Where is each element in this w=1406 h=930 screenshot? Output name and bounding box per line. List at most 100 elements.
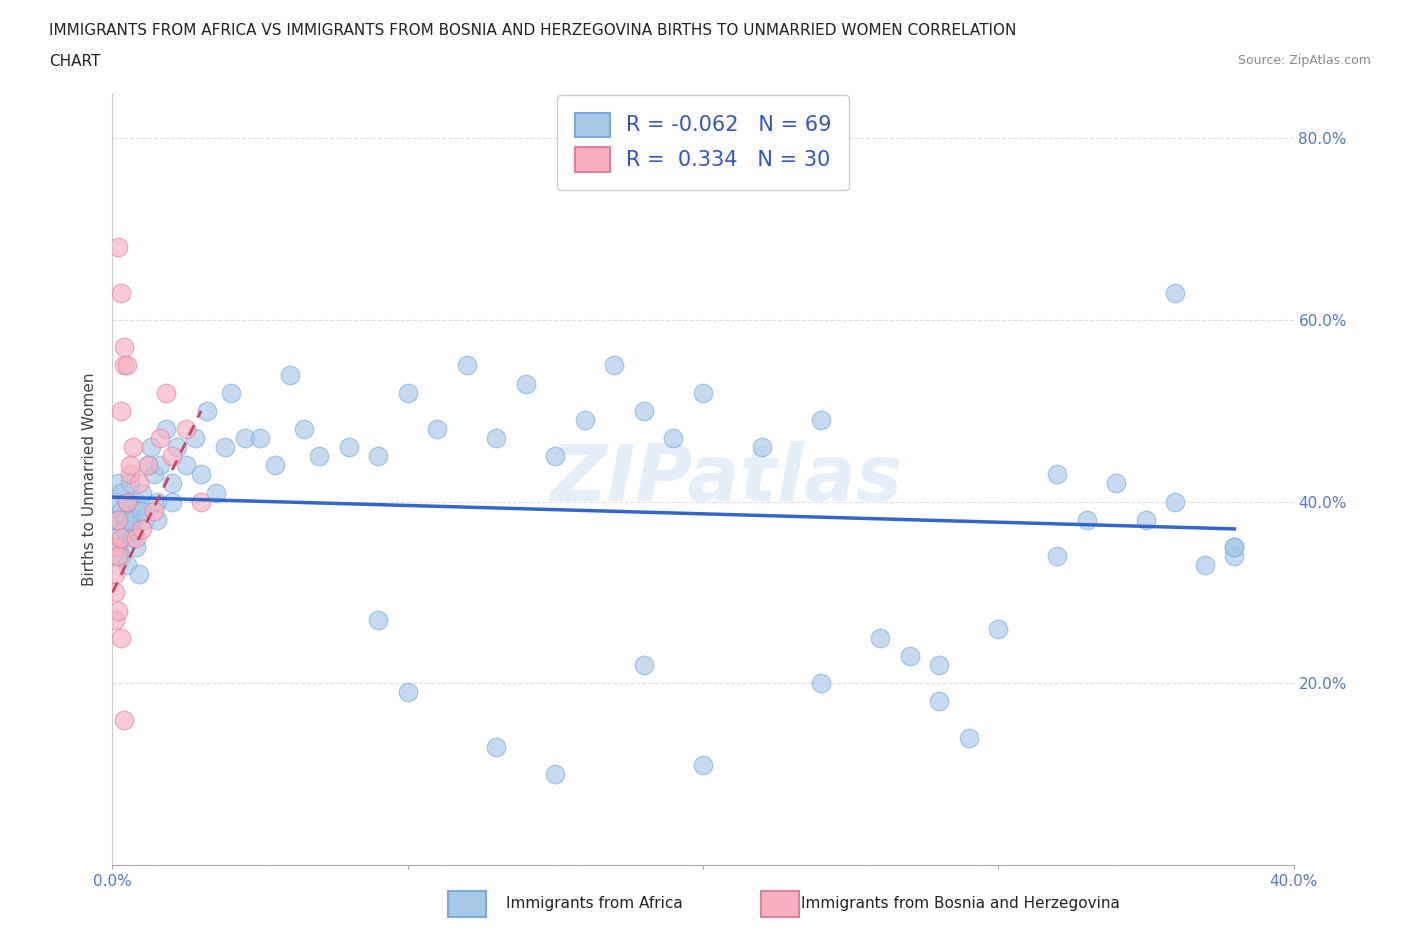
Point	[104, 539, 127, 554]
Point	[810, 413, 832, 428]
Point	[125, 494, 148, 509]
Point	[110, 503, 132, 518]
Point	[574, 413, 596, 428]
Point	[190, 494, 212, 509]
Point	[104, 494, 127, 509]
Point	[104, 585, 127, 600]
Point	[219, 385, 242, 400]
Point	[160, 494, 183, 509]
Text: Immigrants from Bosnia and Herzegovina: Immigrants from Bosnia and Herzegovina	[801, 897, 1121, 911]
Point	[104, 512, 127, 527]
Point	[117, 358, 138, 373]
Text: IMMIGRANTS FROM AFRICA VS IMMIGRANTS FROM BOSNIA AND HERZEGOVINA BIRTHS TO UNMAR: IMMIGRANTS FROM AFRICA VS IMMIGRANTS FRO…	[49, 23, 1017, 38]
Point	[122, 512, 145, 527]
Point	[166, 440, 188, 455]
Point	[128, 503, 150, 518]
Point	[544, 766, 567, 781]
Point	[662, 431, 685, 445]
Point	[396, 385, 419, 400]
Point	[110, 404, 132, 418]
Point	[456, 358, 478, 373]
Point	[278, 367, 301, 382]
Point	[107, 240, 129, 255]
Point	[128, 476, 150, 491]
Point	[603, 358, 626, 373]
Point	[633, 658, 655, 672]
Point	[174, 458, 197, 472]
Point	[142, 467, 165, 482]
Point	[987, 621, 1010, 636]
Point	[112, 339, 135, 354]
Text: Immigrants from Africa: Immigrants from Africa	[506, 897, 683, 911]
Point	[110, 286, 132, 300]
Point	[104, 530, 127, 545]
Point	[125, 530, 148, 545]
Point	[810, 676, 832, 691]
Point	[117, 522, 138, 537]
Point	[367, 612, 389, 627]
Point	[184, 431, 207, 445]
Point	[122, 530, 145, 545]
Point	[1223, 539, 1246, 554]
Point	[112, 712, 135, 727]
Point	[117, 494, 138, 509]
Point	[190, 467, 212, 482]
Point	[136, 458, 159, 472]
Point	[120, 512, 142, 527]
Point	[110, 530, 132, 545]
Point	[195, 404, 218, 418]
Point	[928, 694, 950, 709]
Point	[928, 658, 950, 672]
Point	[1105, 476, 1128, 491]
Point	[869, 631, 891, 645]
Point	[107, 539, 129, 554]
Point	[1194, 558, 1216, 573]
Point	[107, 549, 129, 564]
Point	[120, 458, 142, 472]
Point	[485, 431, 508, 445]
Point	[122, 440, 145, 455]
Point	[957, 730, 980, 745]
Point	[149, 431, 172, 445]
Point	[117, 558, 138, 573]
Point	[1223, 549, 1246, 564]
Point	[112, 522, 135, 537]
Point	[1046, 549, 1069, 564]
Point	[205, 485, 228, 500]
Point	[128, 567, 150, 582]
Legend: R = -0.062   N = 69, R =  0.334   N = 30: R = -0.062 N = 69, R = 0.334 N = 30	[557, 95, 849, 190]
Point	[249, 431, 271, 445]
Point	[155, 385, 177, 400]
Point	[125, 539, 148, 554]
Point	[898, 648, 921, 663]
Point	[1223, 539, 1246, 554]
Point	[233, 431, 256, 445]
Point	[120, 467, 142, 482]
Point	[110, 549, 132, 564]
Point	[149, 458, 172, 472]
Point	[515, 376, 537, 391]
Text: CHART: CHART	[49, 54, 101, 69]
Point	[117, 494, 138, 509]
Point	[146, 512, 169, 527]
Point	[692, 758, 714, 773]
Point	[308, 449, 330, 464]
Point	[104, 612, 127, 627]
Point	[107, 512, 129, 527]
Y-axis label: Births to Unmarried Women: Births to Unmarried Women	[82, 372, 97, 586]
Point	[1076, 512, 1098, 527]
Point	[112, 358, 135, 373]
Point	[146, 494, 169, 509]
Point	[142, 503, 165, 518]
Point	[485, 739, 508, 754]
Point	[337, 440, 360, 455]
Point	[139, 440, 162, 455]
Point	[1046, 467, 1069, 482]
Point	[112, 512, 135, 527]
Point	[1164, 286, 1187, 300]
Point	[426, 421, 449, 436]
Point	[692, 385, 714, 400]
Point	[292, 421, 315, 436]
Point	[214, 440, 236, 455]
Point	[131, 503, 153, 518]
